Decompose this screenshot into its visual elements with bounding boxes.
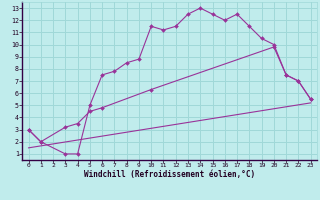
X-axis label: Windchill (Refroidissement éolien,°C): Windchill (Refroidissement éolien,°C) <box>84 170 255 179</box>
